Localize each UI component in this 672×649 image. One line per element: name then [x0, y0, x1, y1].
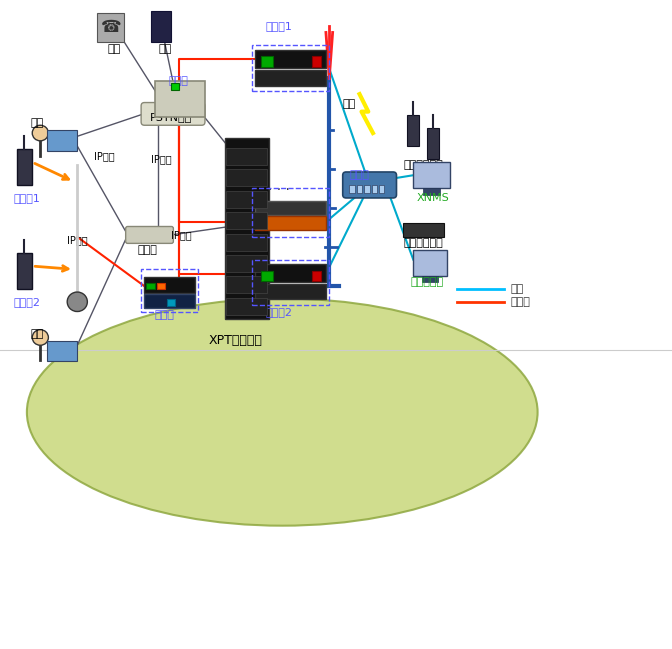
Bar: [146, 283, 155, 289]
Text: 空换机: 空换机: [349, 170, 370, 180]
Bar: [226, 212, 267, 229]
Circle shape: [67, 292, 87, 312]
Bar: [261, 56, 273, 67]
FancyBboxPatch shape: [126, 227, 173, 243]
Bar: [255, 284, 326, 299]
Bar: [226, 191, 267, 208]
FancyBboxPatch shape: [141, 103, 205, 125]
Text: 网管: 网管: [30, 329, 44, 339]
Text: 车载集群终端: 车载集群终端: [403, 238, 444, 249]
Text: 射频线: 射频线: [511, 297, 531, 307]
Text: 天馈: 天馈: [343, 99, 356, 109]
Text: 网线: 网线: [511, 284, 524, 294]
Text: IP链路: IP链路: [94, 151, 114, 161]
Bar: [413, 162, 450, 188]
Text: 调度: 调度: [30, 118, 44, 129]
Text: 交换机: 交换机: [138, 245, 158, 255]
Bar: [427, 128, 439, 159]
Bar: [312, 56, 321, 67]
Bar: [423, 188, 440, 195]
Bar: [226, 298, 267, 315]
Bar: [226, 255, 267, 272]
Bar: [151, 11, 171, 42]
Bar: [171, 83, 179, 90]
Text: 应用服务器: 应用服务器: [410, 277, 444, 288]
Text: 双工器: 双工器: [155, 310, 175, 320]
Circle shape: [32, 125, 48, 141]
Text: 手机: 手机: [158, 43, 171, 54]
Bar: [167, 299, 175, 306]
Bar: [252, 188, 329, 237]
Bar: [226, 276, 267, 293]
Bar: [157, 283, 165, 289]
Bar: [226, 169, 267, 186]
Bar: [225, 138, 269, 319]
Bar: [47, 341, 77, 361]
Text: · · ·: · · ·: [268, 182, 290, 197]
Bar: [255, 201, 326, 215]
Bar: [144, 294, 195, 308]
Text: 中转台2: 中转台2: [265, 306, 292, 317]
Bar: [47, 130, 77, 151]
Bar: [144, 277, 195, 293]
Text: 合路器: 合路器: [168, 76, 188, 86]
FancyBboxPatch shape: [343, 172, 396, 198]
Text: PSTN网关: PSTN网关: [151, 112, 192, 122]
Bar: [379, 185, 384, 193]
Bar: [17, 149, 32, 185]
Text: 座机: 座机: [108, 43, 121, 54]
Text: IP链路: IP链路: [171, 230, 192, 240]
Text: IP链路: IP链路: [151, 154, 171, 164]
Bar: [252, 260, 329, 305]
Text: 分路器: 分路器: [245, 196, 265, 206]
Bar: [255, 70, 326, 86]
Bar: [312, 271, 321, 281]
Bar: [226, 148, 267, 165]
Bar: [255, 264, 326, 282]
Bar: [155, 81, 205, 117]
Bar: [255, 216, 326, 230]
Circle shape: [32, 330, 48, 345]
Text: 对讲机1: 对讲机1: [13, 193, 40, 203]
Bar: [97, 13, 124, 42]
Bar: [226, 234, 267, 251]
Bar: [141, 269, 198, 312]
Text: 手持集群终端: 手持集群终端: [403, 160, 444, 171]
Bar: [422, 276, 438, 282]
Text: ☎: ☎: [101, 18, 121, 36]
Ellipse shape: [27, 299, 538, 526]
Bar: [255, 50, 326, 68]
Bar: [364, 185, 370, 193]
Text: 中转台1: 中转台1: [265, 21, 292, 31]
Text: 对讲机2: 对讲机2: [13, 297, 40, 307]
Bar: [252, 45, 329, 91]
Bar: [413, 250, 447, 276]
Bar: [372, 185, 377, 193]
Bar: [261, 271, 273, 281]
Text: IP链路: IP链路: [67, 235, 87, 245]
Text: XNMS: XNMS: [417, 193, 450, 203]
Bar: [403, 223, 444, 237]
Bar: [17, 253, 32, 289]
Text: XPT集群基站: XPT集群基站: [208, 334, 262, 347]
Bar: [357, 185, 362, 193]
Bar: [349, 185, 355, 193]
Bar: [407, 115, 419, 146]
